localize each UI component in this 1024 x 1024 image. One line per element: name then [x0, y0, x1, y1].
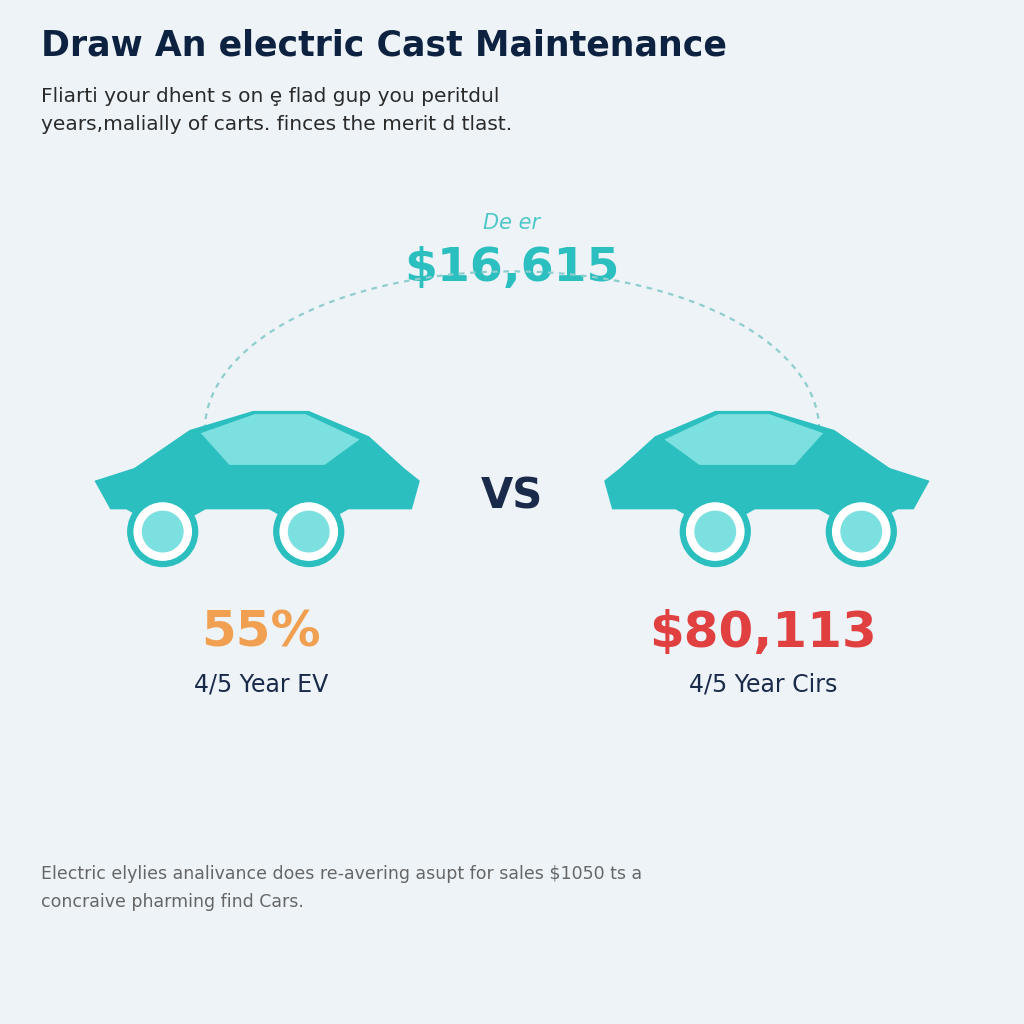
Circle shape: [289, 511, 329, 552]
Circle shape: [128, 497, 198, 566]
Circle shape: [687, 503, 743, 560]
Circle shape: [680, 497, 751, 566]
Text: $16,615: $16,615: [404, 246, 620, 291]
Circle shape: [841, 511, 882, 552]
Text: 4/5 Year Cirs: 4/5 Year Cirs: [689, 672, 837, 696]
Text: Draw An electric Cast Maintenance: Draw An electric Cast Maintenance: [41, 29, 727, 62]
Circle shape: [134, 503, 191, 560]
Circle shape: [281, 503, 337, 560]
Polygon shape: [94, 411, 420, 531]
Text: $80,113: $80,113: [649, 609, 877, 656]
Circle shape: [695, 511, 735, 552]
Text: Fliarti your dhent s on ȩ flad gup you peritdul
years,malially of carts. finces : Fliarti your dhent s on ȩ flad gup you p…: [41, 87, 512, 134]
Text: 55%: 55%: [202, 609, 321, 656]
Polygon shape: [665, 414, 823, 465]
Circle shape: [273, 497, 344, 566]
Circle shape: [833, 503, 890, 560]
Circle shape: [142, 511, 183, 552]
Text: 4/5 Year EV: 4/5 Year EV: [194, 672, 329, 696]
Polygon shape: [604, 411, 930, 531]
Circle shape: [826, 497, 896, 566]
Text: Electric elylies analivance does re-avering asupt for sales $1050 ts a
concraive: Electric elylies analivance does re-aver…: [41, 865, 642, 911]
Text: De er: De er: [483, 213, 541, 233]
Polygon shape: [201, 414, 359, 465]
Text: VS: VS: [481, 475, 543, 518]
